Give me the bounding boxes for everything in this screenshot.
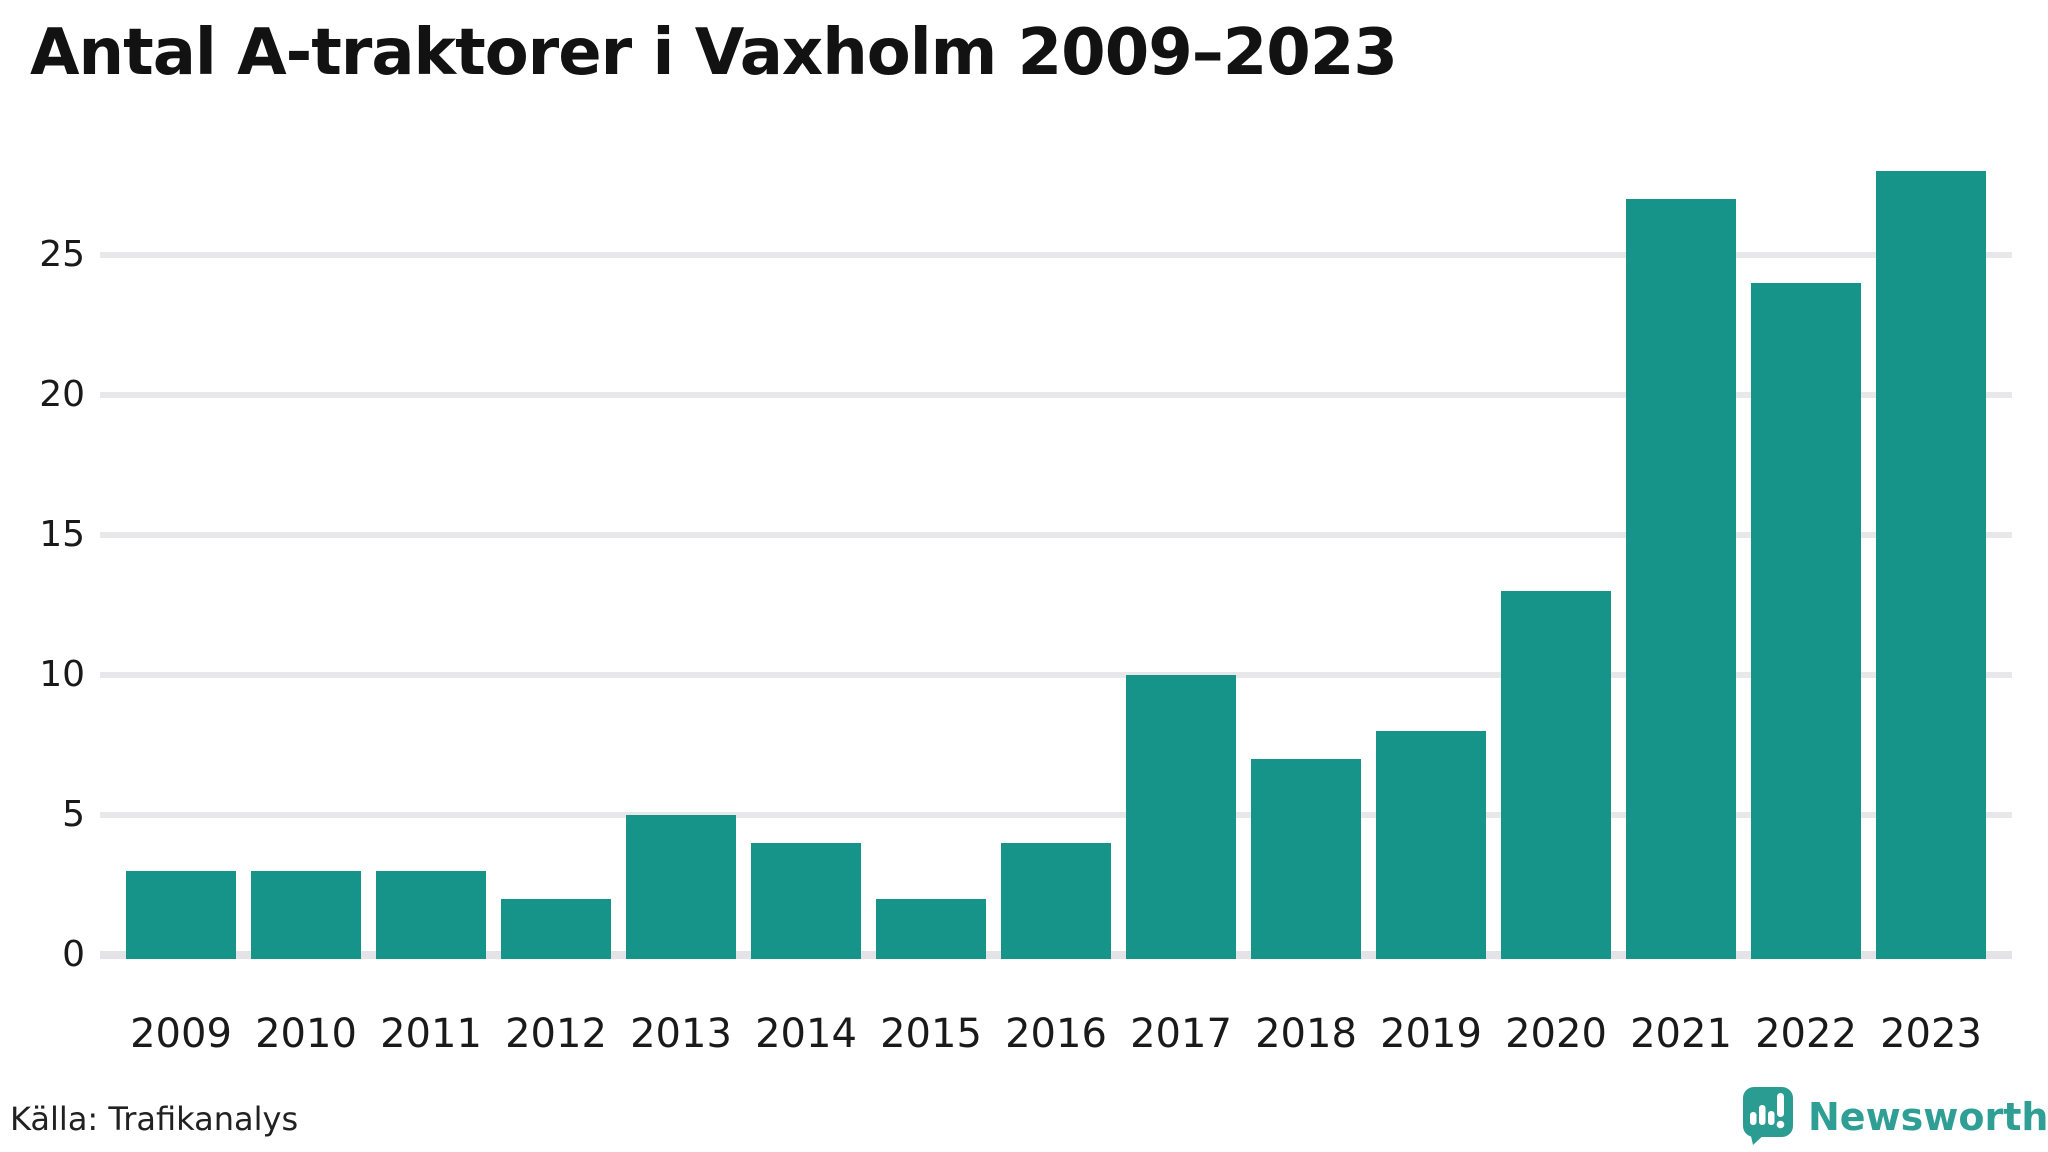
x-tick-2010: 2010 bbox=[255, 1011, 357, 1057]
y-tick-10: 10 bbox=[39, 654, 85, 695]
y-tick-15: 15 bbox=[39, 514, 85, 555]
bar-2016 bbox=[1001, 843, 1111, 959]
bar-2020 bbox=[1501, 591, 1611, 959]
x-tick-2012: 2012 bbox=[505, 1011, 607, 1057]
bar-2013 bbox=[626, 815, 736, 959]
x-tick-2011: 2011 bbox=[380, 1011, 482, 1057]
x-tick-2019: 2019 bbox=[1380, 1011, 1482, 1057]
y-tick-25: 25 bbox=[39, 234, 85, 275]
source-note: Källa: Trafikanalys bbox=[10, 1100, 299, 1138]
bar-2023 bbox=[1876, 171, 1986, 959]
y-tick-5: 5 bbox=[62, 794, 85, 835]
y-tick-20: 20 bbox=[39, 374, 85, 415]
bar-2009 bbox=[126, 871, 236, 959]
bar-2012 bbox=[501, 899, 611, 959]
x-tick-2013: 2013 bbox=[630, 1011, 732, 1057]
x-tick-2022: 2022 bbox=[1755, 1011, 1857, 1057]
x-tick-2023: 2023 bbox=[1880, 1011, 1982, 1057]
x-tick-2017: 2017 bbox=[1130, 1011, 1232, 1057]
gridline-10 bbox=[100, 672, 2012, 678]
x-tick-2016: 2016 bbox=[1005, 1011, 1107, 1057]
bar-2017 bbox=[1126, 675, 1236, 959]
gridline-20 bbox=[100, 392, 2012, 398]
bar-2015 bbox=[876, 899, 986, 959]
bar-2021 bbox=[1626, 199, 1736, 959]
newsworthy-speech-bubble-barchart-icon bbox=[1743, 1087, 1793, 1145]
bar-2019 bbox=[1376, 731, 1486, 959]
bar-2018 bbox=[1251, 759, 1361, 959]
gridline-5 bbox=[100, 812, 2012, 818]
brand-wordmark: Newsworthy bbox=[1808, 1095, 2048, 1139]
bar-2022 bbox=[1751, 283, 1861, 959]
x-tick-2020: 2020 bbox=[1505, 1011, 1607, 1057]
x-tick-2009: 2009 bbox=[130, 1011, 232, 1057]
x-tick-2021: 2021 bbox=[1630, 1011, 1732, 1057]
x-tick-2015: 2015 bbox=[880, 1011, 982, 1057]
gridline-15 bbox=[100, 532, 2012, 538]
bar-2014 bbox=[751, 843, 861, 959]
x-tick-2018: 2018 bbox=[1255, 1011, 1357, 1057]
x-tick-2014: 2014 bbox=[755, 1011, 857, 1057]
brand-logo: Newsworthy bbox=[1742, 1086, 2048, 1148]
y-tick-0: 0 bbox=[62, 934, 85, 975]
gridline-25 bbox=[100, 252, 2012, 258]
bar-2010 bbox=[251, 871, 361, 959]
chart-title: Antal A-traktorer i Vaxholm 2009–2023 bbox=[30, 16, 1398, 90]
bar-2011 bbox=[376, 871, 486, 959]
